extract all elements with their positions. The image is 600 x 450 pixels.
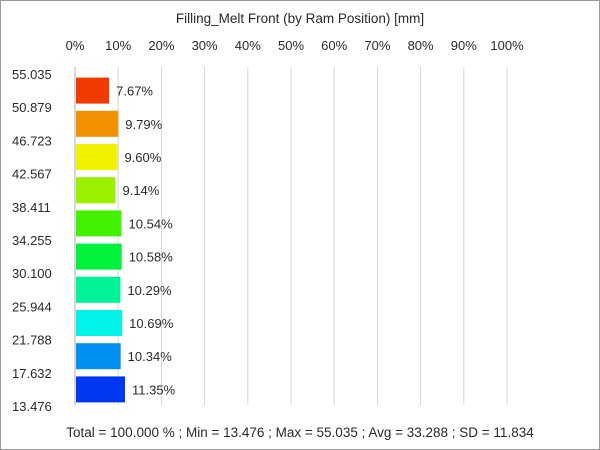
y-tick-label: 42.567 (12, 167, 52, 182)
bar-value-label: 9.14% (122, 183, 159, 198)
bar-value-label: 10.54% (129, 216, 174, 231)
x-tick-labels: 0% 10% 20% 30% 40% 50% 60% 70% 80% 90% 100% (66, 38, 524, 53)
x-tick-label: 20% (148, 38, 174, 53)
bar-value-label: 11.35% (132, 382, 176, 397)
bar-value-label: 10.58% (129, 250, 174, 265)
y-tick-labels: 55.035 50.879 46.723 42.567 38.411 34.255 30.1… (12, 67, 52, 414)
x-tick-label: 60% (321, 38, 347, 53)
y-tick-label: 55.035 (12, 67, 52, 82)
chart-title: Filling_Melt Front (by Ram Position) [mm… (176, 11, 424, 26)
y-tick-label: 30.100 (12, 266, 52, 281)
bar-value-labels: 7.67% 9.79% 9.60% 9.14% 10.54% 10.58% 10.29% 10… (116, 84, 175, 398)
y-tick-label: 25.944 (12, 299, 52, 314)
x-tick-label: 70% (364, 38, 390, 53)
bar-value-label: 10.34% (128, 349, 173, 364)
bar-value-label: 9.60% (124, 150, 161, 165)
bar-value-label: 9.79% (125, 117, 162, 132)
x-tick-label: 50% (278, 38, 304, 53)
bar (76, 77, 110, 104)
statistics-footer: Total = 100.000 % ; Min = 13.476 ; Max =… (66, 425, 534, 440)
y-tick-label: 38.411 (12, 200, 51, 215)
bar (76, 177, 116, 204)
bar (76, 276, 121, 303)
bar (76, 343, 121, 370)
y-tick-label: 13.476 (12, 399, 52, 414)
bar (76, 144, 118, 170)
bar-value-label: 10.29% (127, 283, 172, 298)
x-tick-label: 80% (408, 38, 434, 53)
bar (76, 110, 119, 137)
bar-value-label: 7.67% (116, 84, 153, 99)
y-tick-label: 17.632 (12, 366, 52, 381)
x-tick-label: 100% (490, 38, 524, 53)
x-tick-label: 90% (451, 38, 477, 53)
y-tick-label: 34.255 (12, 233, 52, 248)
bar-value-label: 10.69% (129, 316, 174, 331)
bar (76, 310, 123, 336)
bar (76, 210, 122, 237)
bar (76, 243, 122, 270)
x-tick-label: 30% (192, 38, 218, 53)
x-tick-label: 0% (66, 38, 85, 53)
bars (76, 77, 126, 403)
x-tick-label: 40% (235, 38, 261, 53)
bar (76, 376, 126, 403)
y-tick-label: 46.723 (12, 133, 52, 148)
y-tick-label: 21.788 (12, 333, 52, 348)
x-tick-label: 10% (105, 38, 131, 53)
y-tick-label: 50.879 (12, 100, 52, 115)
